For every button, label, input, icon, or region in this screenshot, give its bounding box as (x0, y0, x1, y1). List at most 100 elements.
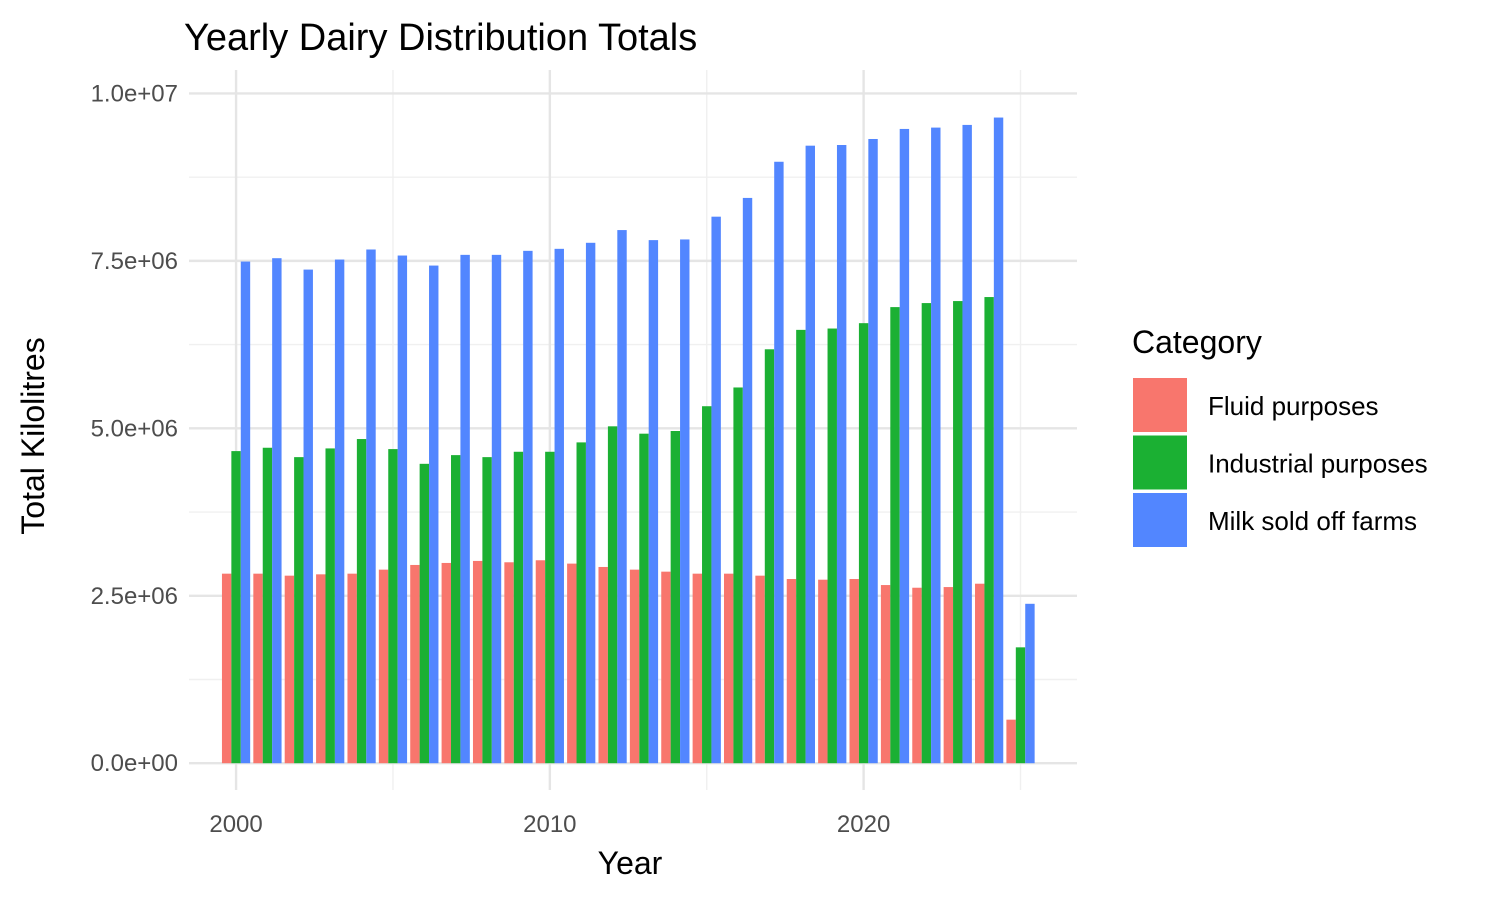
bar (724, 573, 734, 764)
bar (334, 259, 345, 764)
bar (774, 161, 784, 764)
legend-swatch (1133, 378, 1187, 432)
bar (868, 138, 878, 764)
bar (858, 323, 869, 764)
bar (504, 562, 514, 764)
bar (890, 307, 900, 764)
bar (429, 265, 439, 764)
bar (733, 387, 743, 764)
bar (661, 571, 671, 764)
legend-label: Industrial purposes (1208, 449, 1428, 479)
bar (607, 426, 618, 764)
bar (805, 145, 815, 764)
bar (356, 439, 367, 764)
y-axis-label: Total Kilolitres (15, 337, 51, 534)
bar (419, 463, 430, 764)
bar (1025, 603, 1035, 764)
legend-title: Category (1132, 324, 1262, 360)
bar (639, 433, 649, 764)
y-tick-label: 7.5e+06 (91, 248, 178, 275)
bar (818, 579, 828, 764)
bar (849, 579, 859, 764)
bar (912, 587, 922, 764)
bar (1006, 719, 1016, 764)
bar (702, 406, 712, 764)
bar (460, 254, 470, 764)
bar (272, 258, 282, 764)
bar (962, 124, 972, 764)
x-axis-tick-labels: 2000 2010 2020 (209, 811, 890, 838)
y-tick-label: 1.0e+07 (91, 80, 178, 107)
bar (316, 574, 326, 764)
bar (303, 269, 313, 764)
bar (347, 573, 357, 764)
bar (441, 562, 451, 764)
bar (221, 573, 232, 764)
bar (629, 569, 640, 764)
bar (764, 349, 775, 764)
bar (567, 563, 577, 764)
bar (943, 587, 954, 764)
bar (796, 329, 806, 764)
bar (742, 197, 753, 764)
bar (984, 297, 994, 764)
bar (231, 451, 241, 764)
bar (576, 442, 586, 764)
legend: Category Fluid purposes Industrial purpos… (1132, 324, 1428, 547)
bar (598, 566, 608, 764)
legend-swatch (1133, 435, 1187, 490)
bar (931, 127, 941, 764)
bar (755, 575, 765, 764)
x-tick-label: 2010 (523, 811, 576, 838)
bar (253, 573, 263, 764)
bar (953, 301, 963, 764)
bar (545, 451, 555, 764)
y-tick-label: 5.0e+06 (91, 415, 178, 442)
x-tick-label: 2000 (209, 811, 262, 838)
bar (284, 575, 295, 764)
x-tick-label: 2020 (837, 811, 890, 838)
bar (491, 254, 502, 764)
bar (482, 457, 492, 764)
bar (535, 560, 546, 764)
bar (711, 216, 721, 764)
bar (670, 431, 681, 764)
bar (880, 585, 891, 764)
legend-swatch (1133, 493, 1187, 547)
bar (513, 451, 524, 764)
bar (378, 569, 389, 764)
bars (221, 117, 1035, 764)
bar (410, 564, 420, 764)
chart-title: Yearly Dairy Distribution Totals (184, 17, 697, 59)
bar (1015, 647, 1026, 764)
x-axis-label: Year (598, 845, 663, 881)
bar (240, 261, 251, 764)
bar (993, 117, 1004, 764)
bar (617, 230, 627, 764)
y-axis-tick-labels: 0.0e+00 2.5e+06 5.0e+06 7.5e+06 1.0e+07 (91, 80, 178, 777)
bar (680, 239, 690, 764)
bar (523, 250, 533, 764)
bar (554, 248, 564, 764)
bar (451, 455, 461, 764)
bar (262, 447, 273, 764)
bar (585, 242, 596, 764)
bar (472, 560, 483, 764)
bar (366, 249, 376, 764)
y-tick-label: 0.0e+00 (91, 750, 178, 777)
y-tick-label: 2.5e+06 (91, 583, 178, 610)
bar (388, 449, 398, 764)
bar (294, 457, 304, 764)
bar (827, 328, 837, 764)
bar (397, 255, 408, 764)
bar (921, 303, 932, 764)
bar (975, 583, 985, 764)
legend-items: Fluid purposes Industrial purposes Milk so… (1133, 378, 1428, 547)
bar (786, 579, 797, 764)
bar (899, 128, 910, 764)
legend-label: Milk sold off farms (1208, 506, 1417, 536)
bar (836, 145, 847, 764)
bar (692, 573, 703, 764)
